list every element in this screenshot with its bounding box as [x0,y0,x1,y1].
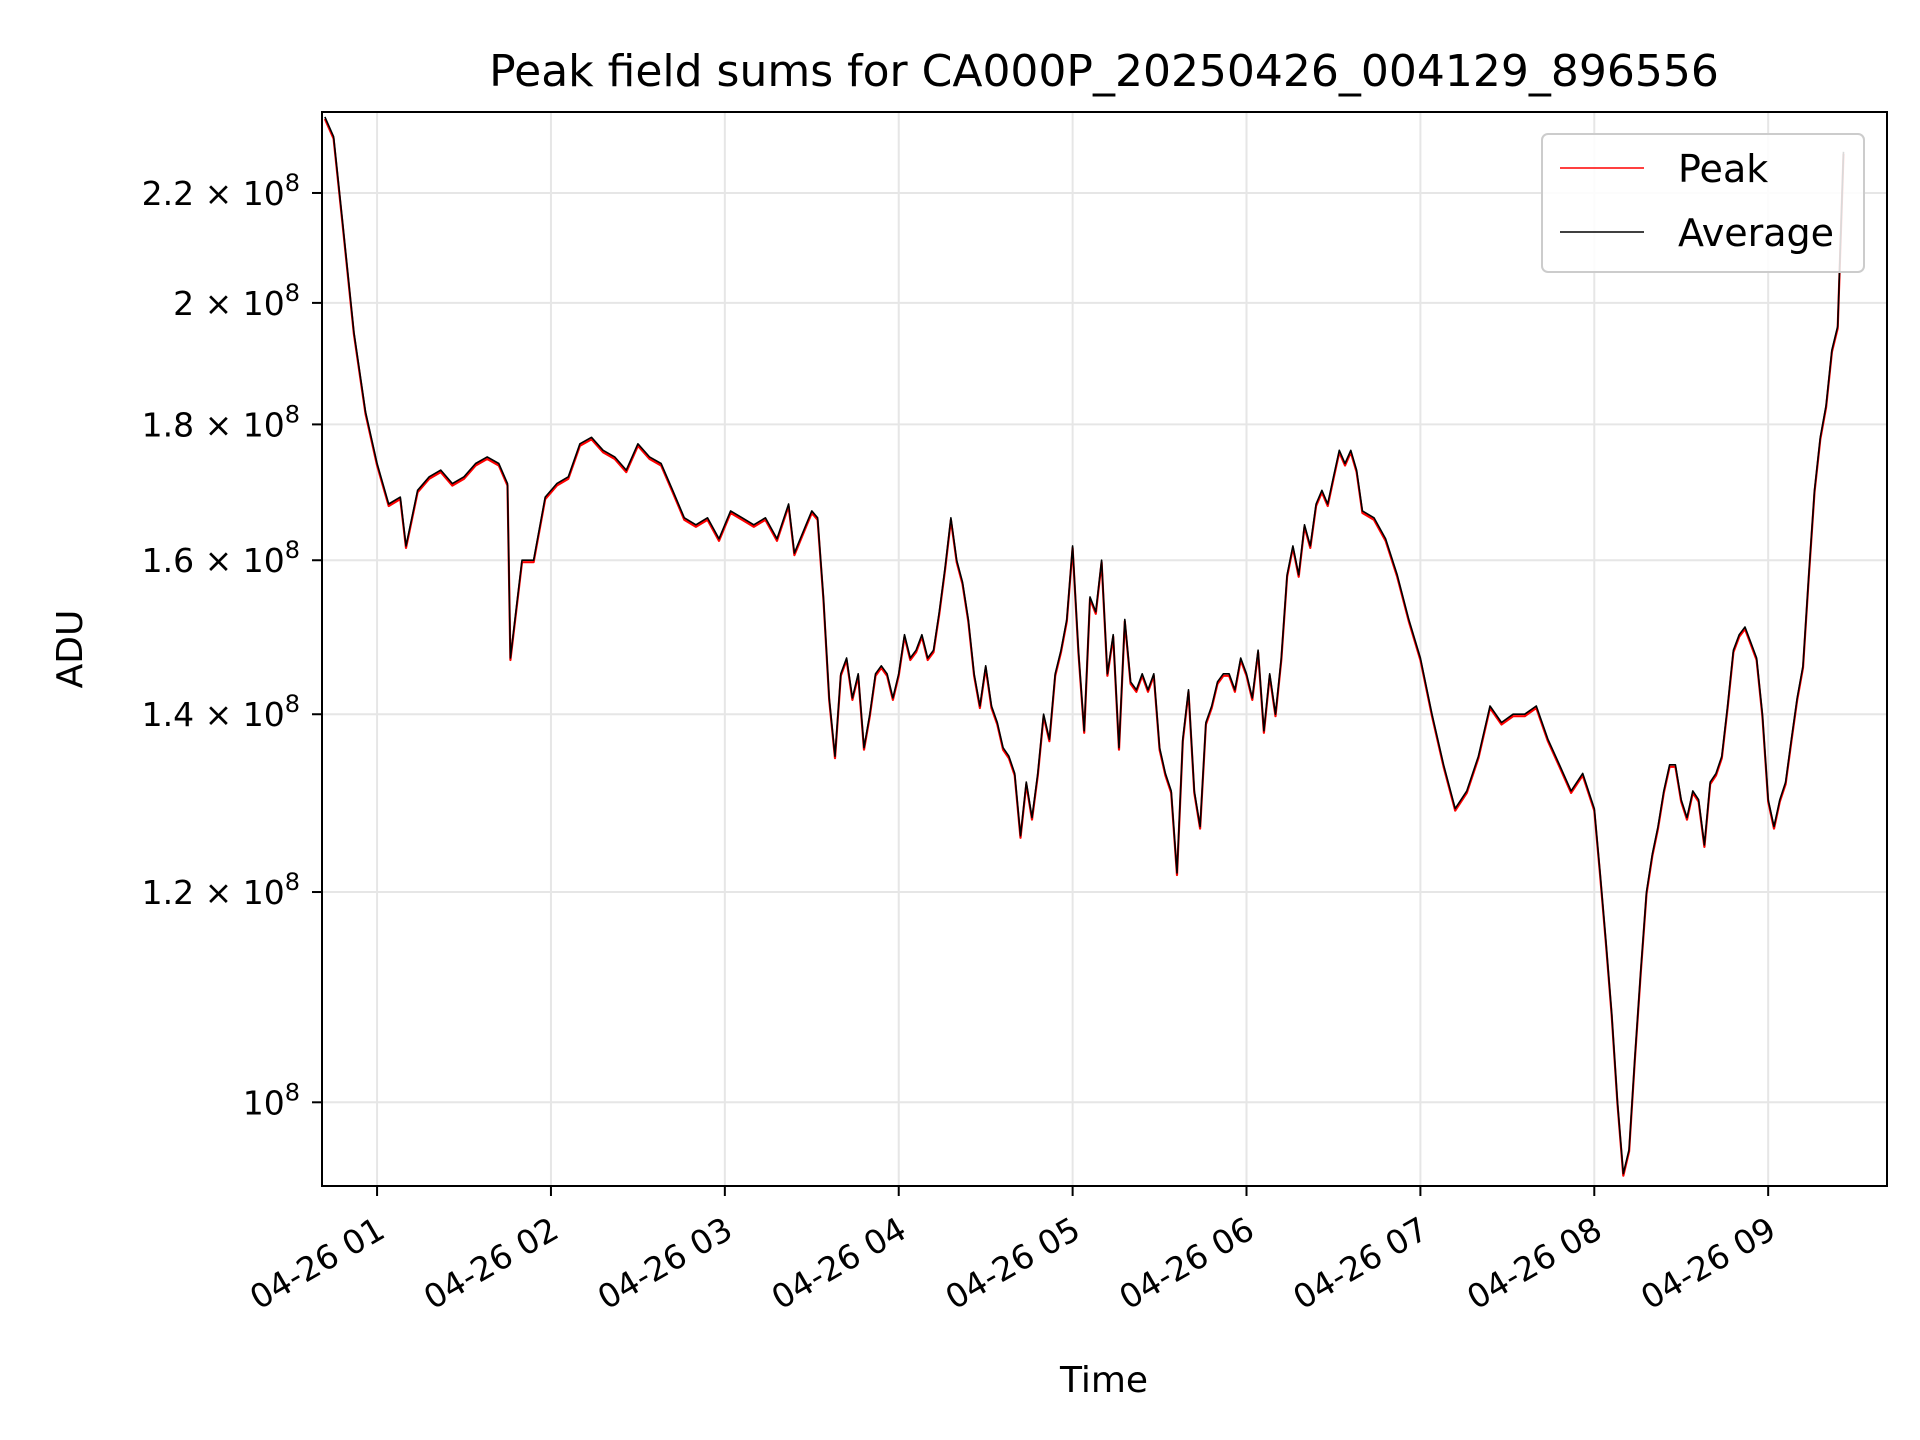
y-tick-label: 2 × 108 [173,279,300,323]
y-tick-exponent: 8 [285,400,300,428]
x-axis-label: Time [1059,1360,1148,1401]
y-tick-exponent: 8 [285,690,300,718]
y-tick-label: 1.2 × 108 [142,868,300,912]
legend-label-average: Average [1678,211,1834,255]
y-tick-mantissa: 10 [243,1083,285,1122]
series-layer [323,116,1845,1177]
y-tick-label: 108 [243,1078,300,1122]
y-tick-exponent: 8 [285,169,300,197]
y-tick-exponent: 8 [285,536,300,564]
y-tick-mantissa: 2.2 × 10 [142,174,285,213]
chart-title: Peak field sums for CA000P_20250426_0041… [489,46,1719,97]
series-line-average [324,116,1845,1175]
y-tick-label: 1.4 × 108 [142,690,300,734]
legend: Peak Average [1541,133,1865,273]
y-tick-mantissa: 1.8 × 10 [142,405,285,444]
y-tick-mantissa: 1.2 × 10 [142,873,285,912]
y-tick-exponent: 8 [285,1078,300,1106]
plot-frame [321,111,1888,1187]
y-tick-mantissa: 1.4 × 10 [142,695,285,734]
y-axis-label: ADU [50,610,91,689]
legend-label-peak: Peak [1678,147,1768,191]
y-tick-exponent: 8 [285,279,300,307]
gridlines [322,112,1887,1186]
y-tick-mantissa: 2 × 10 [173,284,285,323]
y-tick-label: 1.6 × 108 [142,536,300,580]
y-tick-mantissa: 1.6 × 10 [142,541,285,580]
y-tick-label: 1.8 × 108 [142,400,300,444]
y-tick-exponent: 8 [285,868,300,896]
y-tick-label: 2.2 × 108 [142,169,300,213]
